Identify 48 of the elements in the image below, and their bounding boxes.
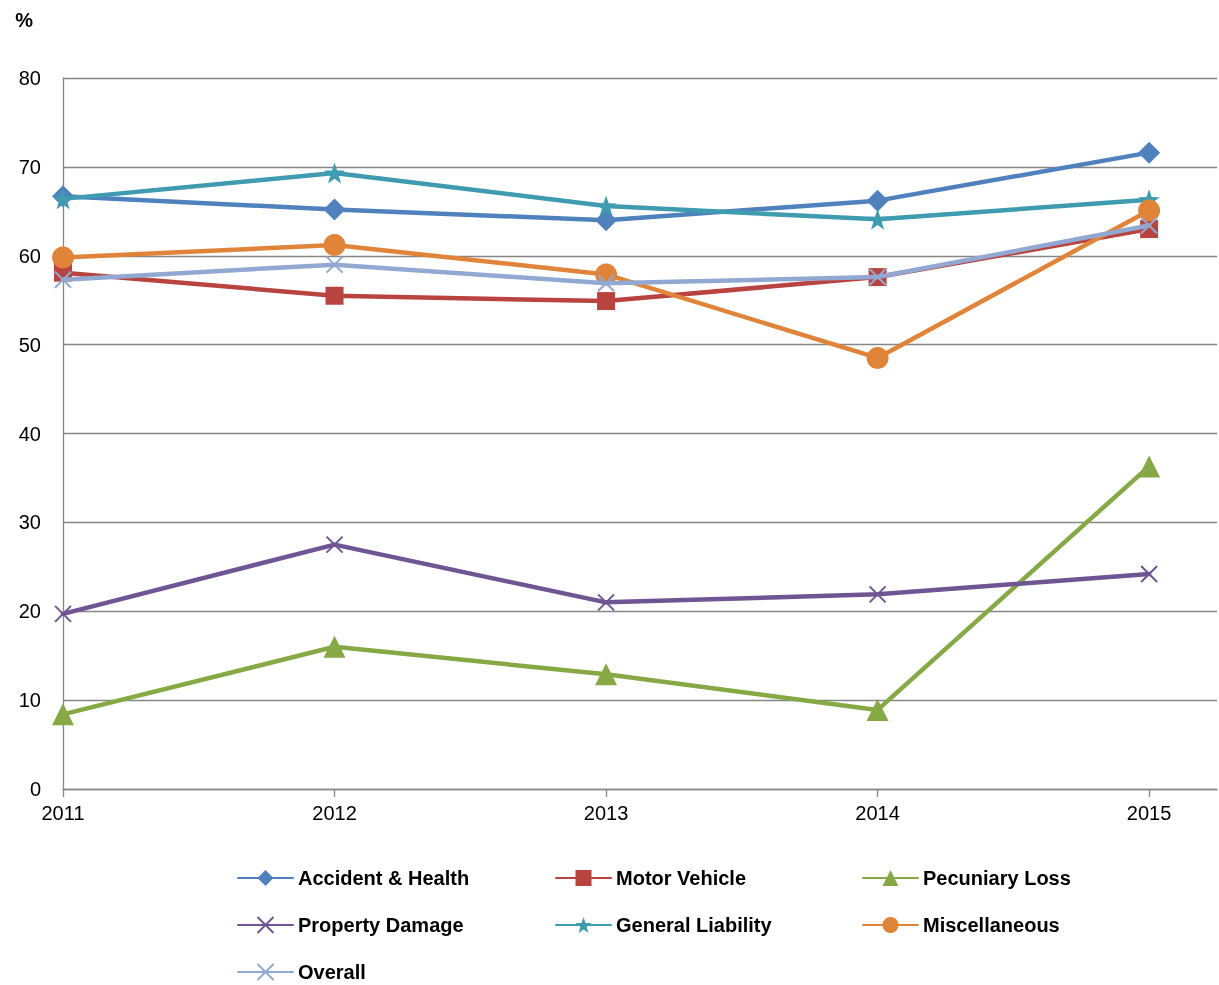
- point: [1140, 216, 1159, 235]
- point: [54, 604, 72, 623]
- point: [1138, 199, 1161, 222]
- point: [1138, 455, 1161, 478]
- point: [52, 703, 74, 726]
- point: [866, 189, 889, 212]
- y-tick-label: 60: [18, 244, 41, 267]
- point: [595, 663, 618, 686]
- legend-label: Motor Vehicle: [616, 867, 747, 889]
- y-tick-label: 70: [18, 155, 41, 178]
- legend-label: Overall: [298, 961, 366, 983]
- legend-label: Accident & Health: [298, 867, 470, 889]
- point: [323, 635, 346, 658]
- point: [325, 255, 344, 274]
- y-tick-label: 40: [18, 422, 41, 445]
- point: [1140, 564, 1159, 583]
- legend-label: Pecuniary Loss: [923, 867, 1071, 889]
- point: [597, 292, 616, 311]
- x-tick-label: 2012: [312, 802, 357, 824]
- point: [52, 246, 74, 269]
- point: [866, 346, 889, 369]
- legend-label: Property Damage: [298, 914, 464, 936]
- point: [325, 535, 344, 554]
- point: [595, 209, 618, 232]
- point: [325, 286, 344, 305]
- x-tick-label: 2013: [583, 802, 629, 824]
- point: [597, 274, 616, 293]
- y-tick-label: 0: [29, 778, 41, 800]
- y-tick-label: 50: [18, 333, 41, 356]
- point: [324, 162, 346, 184]
- point: [868, 585, 887, 604]
- point: [323, 198, 346, 221]
- y-axis-title: %: [15, 9, 34, 31]
- point: [323, 234, 346, 257]
- y-tick-label: 20: [18, 600, 41, 623]
- point: [1138, 141, 1161, 164]
- legend-label: General Liability: [616, 914, 773, 936]
- x-tick-label: 2014: [855, 802, 900, 824]
- point: [867, 208, 889, 230]
- y-tick-label: 30: [18, 511, 41, 534]
- y-tick-label: 80: [18, 67, 41, 89]
- point: [54, 270, 72, 289]
- legend-label: Miscellaneous: [923, 914, 1060, 936]
- y-tick-label: 10: [18, 689, 41, 712]
- x-tick-label: 2011: [41, 802, 85, 824]
- point: [597, 593, 616, 612]
- point: [866, 698, 889, 721]
- x-tick-label: 2015: [1126, 802, 1172, 824]
